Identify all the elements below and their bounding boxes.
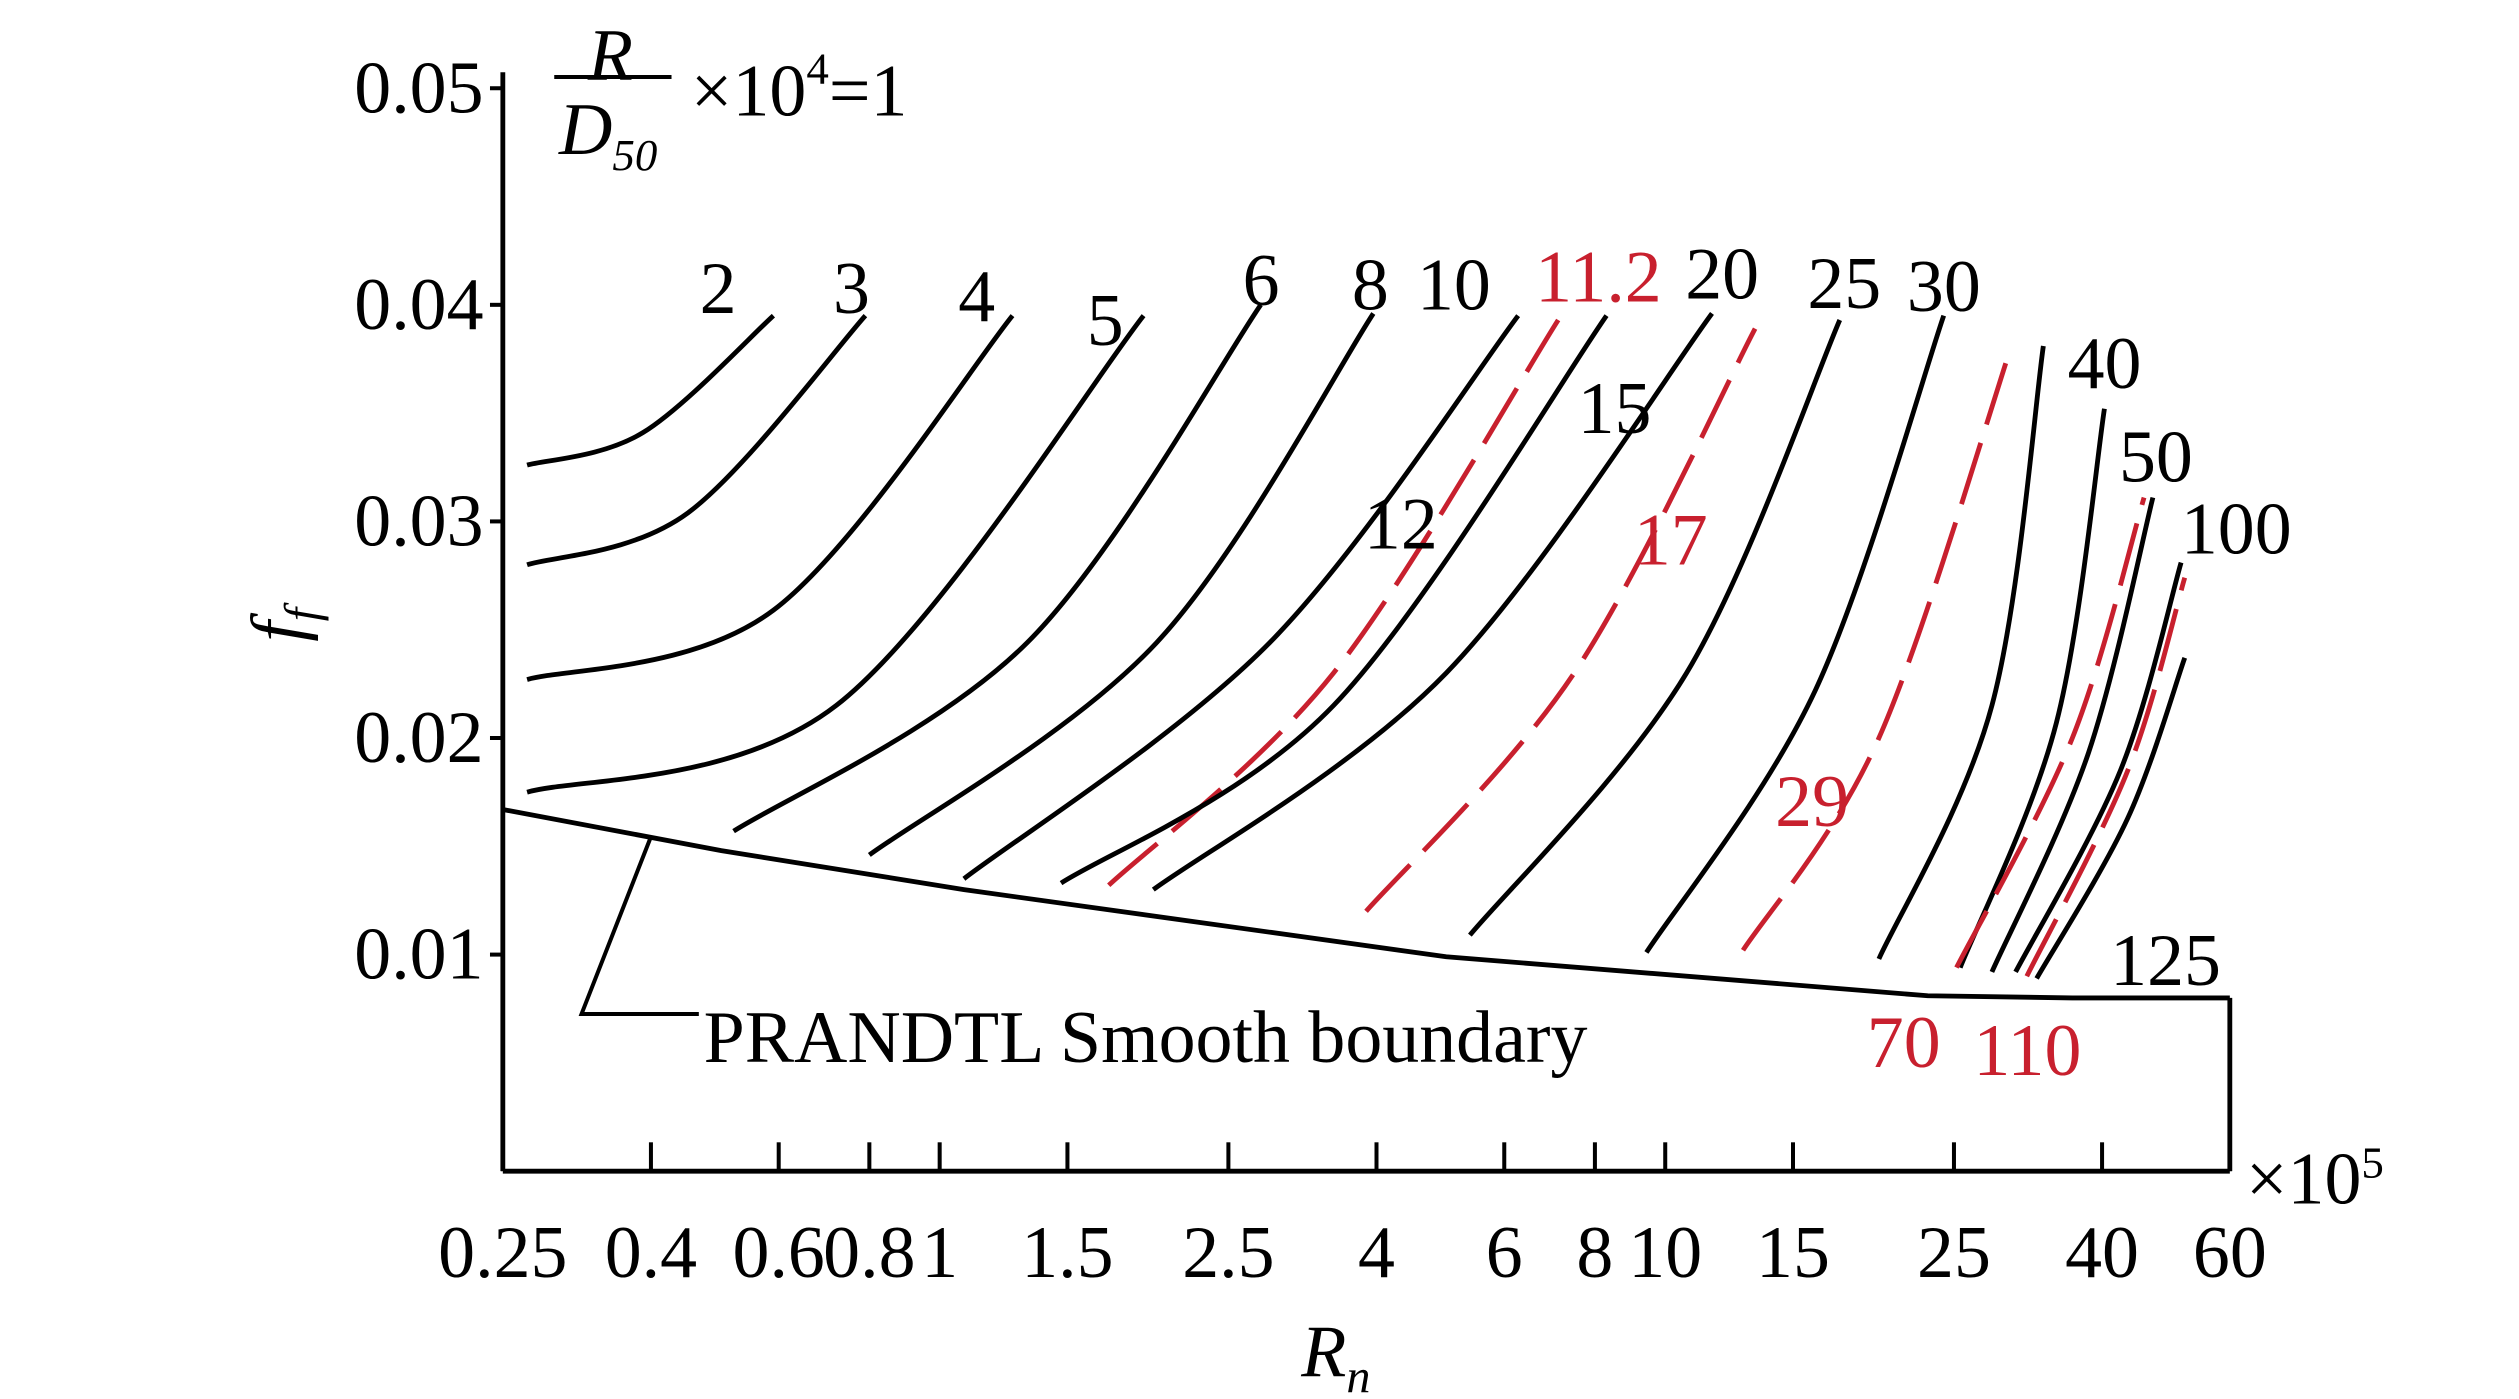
y-axis-label: ff [236, 602, 329, 641]
contour-line [1107, 318, 1561, 888]
contour-line [2024, 577, 2188, 978]
contour-line [1364, 327, 1758, 913]
series-label: 50 [2119, 415, 2193, 497]
series-label: 8 [1352, 244, 1389, 326]
series-label: 29 [1775, 760, 1849, 842]
series-label: 2 [700, 247, 737, 329]
contour-line [2034, 657, 2188, 980]
series-label: 5 [1087, 279, 1124, 361]
leader-line [578, 836, 699, 1016]
series-label: 25 [1807, 242, 1881, 324]
series-label: 10 [1417, 244, 1491, 326]
contour-line [1957, 408, 2107, 969]
denominator: D [558, 88, 612, 170]
exponent: 4 [806, 43, 828, 93]
series-label: 30 [1907, 245, 1981, 327]
equals: =1 [829, 50, 908, 132]
contour-line [2013, 561, 2184, 974]
series-label: 20 [1685, 232, 1759, 314]
series-label: 6 [1243, 239, 1280, 321]
series-label: 4 [958, 255, 995, 337]
series-label: PRANDTL Smooth boundary [704, 996, 1588, 1078]
series-label: 100 [2181, 488, 2292, 570]
annotation-denominator: D50 [558, 88, 657, 180]
x-tick-label: 0.4 [605, 1211, 697, 1293]
boundary-line [502, 807, 2230, 1001]
contour-line [526, 314, 1146, 795]
times: ×10 [691, 50, 807, 132]
x-tick-label: 40 [2065, 1211, 2139, 1293]
x-tick-label: 2.5 [1182, 1211, 1274, 1293]
contour-line [867, 312, 1376, 857]
x-multiplier-exp: 5 [2361, 1138, 2383, 1188]
x-label-main: R [1300, 1311, 1346, 1393]
x-tick-label: 0.8 [823, 1211, 915, 1293]
x-tick-label: 25 [1917, 1211, 1991, 1293]
contour-line [962, 314, 1521, 881]
series-label: 11.2 [1535, 236, 1662, 318]
x-tick-label: 15 [1756, 1211, 1830, 1293]
x-multiplier-base: ×10 [2246, 1137, 2362, 1219]
y-tick-label: 0.02 [354, 696, 483, 778]
x-tick-label: 0.25 [438, 1211, 567, 1293]
y-tick-label: 0.05 [354, 46, 483, 128]
x-axis-label: Rn [1300, 1311, 1370, 1399]
x-tick-label: 0.6 [733, 1211, 825, 1293]
series-label: 125 [2110, 919, 2221, 1001]
x-tick-label: 6 [1486, 1211, 1523, 1293]
y-tick-label: 0.03 [354, 480, 483, 562]
contour-line [526, 313, 776, 468]
x-tick-label: 1.5 [1021, 1211, 1113, 1293]
contour-line [526, 314, 868, 568]
series-label: 15 [1578, 367, 1652, 449]
contour-line [1954, 496, 2147, 969]
series-label: 110 [1973, 1009, 2081, 1091]
contour-line [1740, 345, 2014, 952]
x-tick-label: 10 [1628, 1211, 1702, 1293]
contour-line [1876, 345, 2046, 960]
contour-line [732, 303, 1263, 834]
x-tick-label: 4 [1358, 1211, 1395, 1293]
x-label-sub: n [1346, 1351, 1370, 1399]
annotation-multiplier: ×104=1 [691, 43, 908, 131]
contour-line [1468, 319, 1842, 937]
x-tick-label: 8 [1576, 1211, 1613, 1293]
annotation-numerator: R [587, 14, 633, 96]
series-label: 40 [2068, 322, 2142, 404]
series-label: 70 [1867, 1001, 1941, 1083]
x-tick-label: 60 [2193, 1211, 2267, 1293]
y-label-sub: f [276, 602, 329, 621]
series-label: 17 [1634, 499, 1708, 581]
x-multiplier: ×105 [2246, 1137, 2384, 1219]
contour-line [1151, 312, 1714, 892]
contour-line [1644, 314, 1946, 954]
series-label: 3 [833, 247, 870, 329]
x-tick-label: 1 [921, 1211, 958, 1293]
contour-line [1989, 497, 2156, 973]
y-tick-label: 0.04 [354, 263, 483, 345]
denominator-sub: 50 [612, 130, 657, 180]
y-tick-label: 0.01 [354, 913, 483, 995]
contour-line [1059, 314, 1609, 886]
contour-line [526, 314, 1015, 682]
series-label: 12 [1364, 483, 1438, 565]
